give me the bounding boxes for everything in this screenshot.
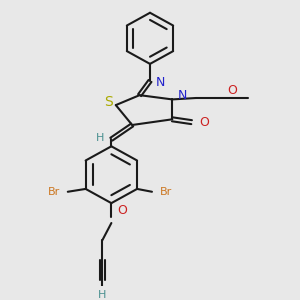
Text: O: O — [117, 204, 127, 217]
Text: S: S — [104, 95, 113, 109]
Text: N: N — [156, 76, 165, 89]
Text: Br: Br — [48, 187, 60, 197]
Text: O: O — [199, 116, 209, 129]
Text: H: H — [98, 290, 106, 300]
Text: Br: Br — [159, 187, 172, 197]
Text: N: N — [178, 89, 188, 102]
Text: H: H — [96, 133, 104, 143]
Text: O: O — [227, 84, 237, 98]
